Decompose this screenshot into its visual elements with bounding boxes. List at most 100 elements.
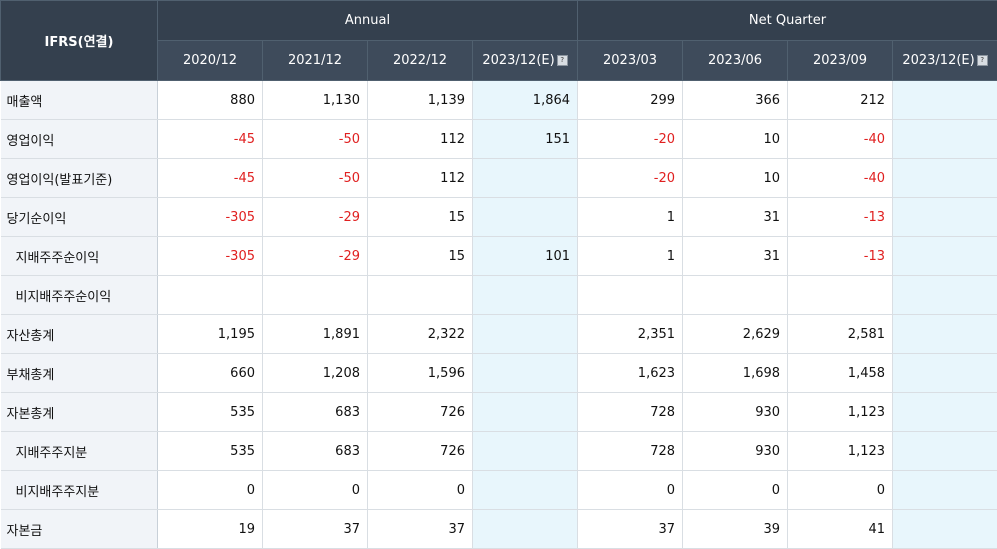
row-label: 영업이익(발표기준) bbox=[1, 159, 158, 198]
annual-group-header: Annual bbox=[158, 1, 578, 41]
value-cell bbox=[473, 276, 578, 315]
row-label: 자본총계 bbox=[1, 393, 158, 432]
value-cell: 2,581 bbox=[788, 315, 893, 354]
period-header: 2021/12 bbox=[263, 41, 368, 81]
row-label: 부채총계 bbox=[1, 354, 158, 393]
value-cell: 1,123 bbox=[788, 393, 893, 432]
value-cell bbox=[788, 276, 893, 315]
value-cell: 726 bbox=[368, 393, 473, 432]
value-cell: 2,629 bbox=[683, 315, 788, 354]
value-cell: 39 bbox=[683, 510, 788, 549]
value-cell bbox=[893, 276, 997, 315]
value-cell: 37 bbox=[578, 510, 683, 549]
value-cell bbox=[473, 159, 578, 198]
value-cell: 930 bbox=[683, 393, 788, 432]
value-cell: 1,458 bbox=[788, 354, 893, 393]
value-cell bbox=[893, 120, 997, 159]
period-label: 2023/09 bbox=[813, 53, 867, 68]
value-cell: 726 bbox=[368, 432, 473, 471]
value-cell: 101 bbox=[473, 237, 578, 276]
row-label: 당기순이익 bbox=[1, 198, 158, 237]
value-cell: 1,698 bbox=[683, 354, 788, 393]
value-cell: 0 bbox=[368, 471, 473, 510]
value-cell bbox=[473, 354, 578, 393]
value-cell: 19 bbox=[158, 510, 263, 549]
value-cell: 112 bbox=[368, 159, 473, 198]
value-cell: 0 bbox=[683, 471, 788, 510]
value-cell: 683 bbox=[263, 432, 368, 471]
period-label: 2023/03 bbox=[603, 53, 657, 68]
value-cell bbox=[263, 276, 368, 315]
value-cell: -40 bbox=[788, 159, 893, 198]
value-cell: 37 bbox=[368, 510, 473, 549]
value-cell bbox=[368, 276, 473, 315]
value-cell: -29 bbox=[263, 198, 368, 237]
period-label: 2023/06 bbox=[708, 53, 762, 68]
value-cell: 10 bbox=[683, 120, 788, 159]
value-cell bbox=[893, 81, 997, 120]
period-label: 2022/12 bbox=[393, 53, 447, 68]
period-label: 2021/12 bbox=[288, 53, 342, 68]
table-row: 비지배주주순이익 bbox=[1, 276, 997, 315]
period-header: 2023/03 bbox=[578, 41, 683, 81]
value-cell: 728 bbox=[578, 432, 683, 471]
period-header[interactable]: 2023/12(E)? bbox=[473, 41, 578, 81]
value-cell: -20 bbox=[578, 159, 683, 198]
value-cell: 535 bbox=[158, 393, 263, 432]
period-header: 2020/12 bbox=[158, 41, 263, 81]
value-cell: 535 bbox=[158, 432, 263, 471]
period-header: 2023/06 bbox=[683, 41, 788, 81]
value-cell: 0 bbox=[788, 471, 893, 510]
value-cell: 880 bbox=[158, 81, 263, 120]
value-cell bbox=[893, 432, 997, 471]
row-label: 비지배주주순이익 bbox=[1, 276, 158, 315]
value-cell bbox=[893, 510, 997, 549]
period-header: 2022/12 bbox=[368, 41, 473, 81]
value-cell: 2,322 bbox=[368, 315, 473, 354]
value-cell: 0 bbox=[158, 471, 263, 510]
value-cell: -45 bbox=[158, 159, 263, 198]
value-cell: 1 bbox=[578, 237, 683, 276]
value-cell: -20 bbox=[578, 120, 683, 159]
value-cell bbox=[893, 393, 997, 432]
value-cell bbox=[473, 315, 578, 354]
period-header: 2023/09 bbox=[788, 41, 893, 81]
row-label: 매출액 bbox=[1, 81, 158, 120]
value-cell: 0 bbox=[263, 471, 368, 510]
period-header[interactable]: 2023/12(E)? bbox=[893, 41, 997, 81]
value-cell: 10 bbox=[683, 159, 788, 198]
value-cell: 728 bbox=[578, 393, 683, 432]
value-cell: 41 bbox=[788, 510, 893, 549]
value-cell bbox=[473, 432, 578, 471]
value-cell bbox=[473, 198, 578, 237]
value-cell: -50 bbox=[263, 159, 368, 198]
value-cell: 112 bbox=[368, 120, 473, 159]
value-cell: 299 bbox=[578, 81, 683, 120]
value-cell: 15 bbox=[368, 237, 473, 276]
value-cell: 1,623 bbox=[578, 354, 683, 393]
row-label: 지배주주지분 bbox=[1, 432, 158, 471]
accounting-standard-header: IFRS(연결) bbox=[1, 1, 158, 81]
period-label: 2020/12 bbox=[183, 53, 237, 68]
info-icon[interactable]: ? bbox=[977, 55, 988, 66]
value-cell bbox=[893, 315, 997, 354]
value-cell bbox=[158, 276, 263, 315]
value-cell bbox=[893, 354, 997, 393]
row-label: 지배주주순이익 bbox=[1, 237, 158, 276]
value-cell bbox=[578, 276, 683, 315]
period-label: 2023/12(E) bbox=[902, 53, 974, 68]
info-icon[interactable]: ? bbox=[557, 55, 568, 66]
net-quarter-group-header: Net Quarter bbox=[578, 1, 997, 41]
value-cell: 1,130 bbox=[263, 81, 368, 120]
value-cell: 0 bbox=[578, 471, 683, 510]
value-cell: 212 bbox=[788, 81, 893, 120]
